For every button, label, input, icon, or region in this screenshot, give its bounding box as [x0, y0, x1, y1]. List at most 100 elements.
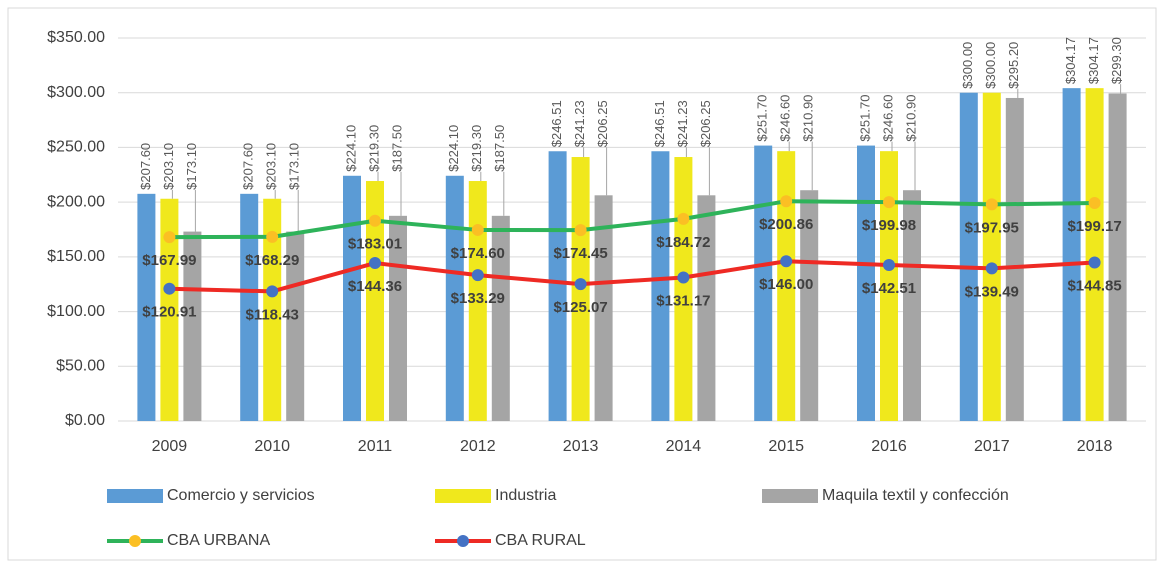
bar — [903, 190, 921, 421]
y-tick-label: $300.00 — [47, 84, 105, 101]
legend-marker — [129, 535, 141, 547]
bar — [1062, 88, 1081, 421]
legend-label: CBA URBANA — [167, 532, 270, 549]
y-tick-label: $200.00 — [47, 193, 105, 210]
bar-value-label: $206.25 — [595, 100, 610, 147]
y-tick-label: $100.00 — [47, 303, 105, 320]
bar — [445, 175, 464, 421]
line-marker — [780, 195, 793, 208]
bar — [754, 145, 773, 421]
line-marker — [985, 262, 998, 275]
bar-value-label: $210.90 — [801, 95, 816, 142]
legend-swatch — [435, 489, 491, 503]
line-marker — [780, 255, 793, 268]
bar-value-label: $207.60 — [241, 143, 256, 190]
line-value-label: $199.17 — [1067, 218, 1121, 235]
x-tick-label: 2014 — [666, 438, 702, 455]
line-value-label: $174.60 — [451, 245, 505, 262]
line-marker — [1088, 197, 1101, 210]
bar-value-label: $295.20 — [1006, 42, 1021, 89]
bar-value-label: $203.10 — [161, 143, 176, 190]
x-tick-label: 2015 — [768, 438, 804, 455]
line-value-label: $199.98 — [862, 217, 916, 234]
bar-value-label: $210.90 — [903, 95, 918, 142]
bar-value-label: $251.70 — [857, 95, 872, 142]
legend-label: Maquila textil y confección — [822, 487, 1009, 504]
bar — [160, 198, 179, 421]
bar — [263, 198, 282, 421]
bar-value-label: $206.25 — [698, 100, 713, 147]
legend-label: Comercio y servicios — [167, 487, 315, 504]
bar — [857, 145, 875, 421]
bar-value-label: $246.51 — [549, 100, 564, 147]
line-marker — [163, 231, 176, 244]
bar-value-label: $304.17 — [1063, 37, 1078, 84]
line-value-label: $167.99 — [142, 252, 196, 269]
x-tick-label: 2018 — [1077, 438, 1113, 455]
line-value-label: $125.07 — [553, 299, 607, 316]
line-marker — [266, 285, 279, 298]
bar — [1085, 88, 1104, 421]
x-tick-label: 2011 — [358, 438, 393, 455]
x-tick-label: 2009 — [152, 438, 188, 455]
line — [169, 259, 1095, 294]
y-tick-label: $50.00 — [56, 358, 105, 375]
bar-value-label: $224.10 — [343, 125, 358, 172]
line-value-label: $197.95 — [965, 219, 1019, 236]
line-marker — [574, 278, 587, 291]
line-value-label: $118.43 — [245, 306, 298, 323]
bar — [366, 181, 384, 421]
x-tick-label: 2016 — [871, 438, 907, 455]
bar — [343, 175, 361, 421]
bar — [982, 92, 1001, 421]
bar — [880, 151, 898, 421]
bar-value-label: $203.10 — [264, 143, 279, 190]
bar — [697, 195, 716, 421]
bar-value-label: $219.30 — [366, 125, 381, 172]
bar-value-label: $299.30 — [1109, 37, 1124, 84]
y-tick-label: $150.00 — [47, 248, 105, 265]
line-value-label: $142.51 — [862, 280, 916, 297]
line-value-label: $183.01 — [348, 236, 402, 253]
line-marker — [883, 196, 895, 209]
line-marker — [266, 230, 279, 243]
line-value-label: $133.29 — [451, 290, 505, 307]
bar — [286, 231, 305, 421]
line-value-label: $184.72 — [656, 234, 710, 251]
legend-swatch — [762, 489, 818, 503]
bar-value-label: $251.70 — [755, 95, 770, 142]
line-marker — [471, 223, 484, 236]
bar — [651, 151, 670, 422]
line-value-label: $146.00 — [759, 276, 813, 293]
line-marker — [677, 212, 690, 225]
line-marker — [163, 282, 176, 295]
line-value-label: $144.36 — [348, 278, 402, 295]
bar — [800, 190, 819, 421]
bar — [240, 193, 259, 421]
bar — [674, 157, 693, 421]
line-value-label: $144.85 — [1067, 277, 1121, 294]
line-value-label: $139.49 — [965, 283, 1019, 300]
bar — [468, 181, 487, 421]
bar-value-label: $300.00 — [983, 42, 998, 89]
line-marker — [471, 269, 484, 282]
bar-value-label: $187.50 — [389, 125, 404, 172]
line-marker — [883, 259, 895, 272]
bar — [959, 92, 978, 421]
x-tick-label: 2010 — [254, 438, 290, 455]
legend-label: CBA RURAL — [495, 532, 586, 549]
bar — [491, 215, 510, 421]
bar-value-label: $241.23 — [675, 100, 690, 147]
line-marker — [369, 257, 381, 270]
legend-marker — [457, 535, 469, 547]
bar-value-label: $173.10 — [287, 143, 302, 190]
bar-value-label: $304.17 — [1086, 37, 1101, 84]
line-marker — [574, 224, 587, 237]
x-tick-label: 2012 — [460, 438, 496, 455]
line-value-label: $168.29 — [245, 252, 299, 269]
line-marker — [985, 198, 998, 211]
bar-value-label: $224.10 — [446, 125, 461, 172]
x-tick-label: 2017 — [974, 438, 1010, 455]
bar — [1108, 93, 1127, 421]
y-tick-label: $250.00 — [47, 139, 105, 156]
